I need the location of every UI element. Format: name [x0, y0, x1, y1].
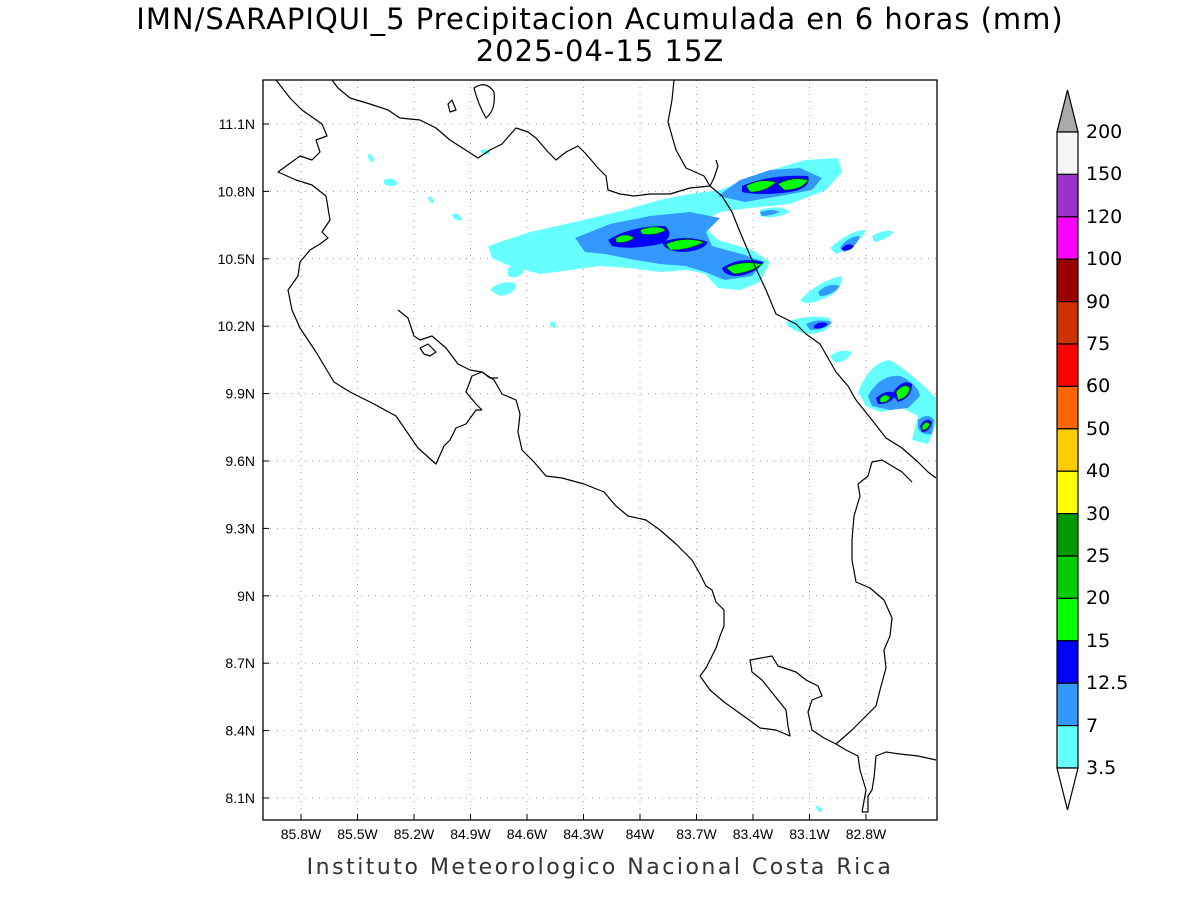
lon-tick-label: 82.8W — [846, 826, 887, 842]
precip-area-12.5 — [814, 322, 828, 329]
lon-tick-label: 84.3W — [563, 826, 604, 842]
lon-tick-label: 83.1W — [789, 826, 830, 842]
precip-area-3.5 — [384, 178, 398, 186]
colorbar-label: 60 — [1086, 375, 1111, 398]
precip-area-15 — [615, 234, 635, 243]
lat-tick-label: 10.8N — [218, 183, 255, 199]
colorbar-label: 12.5 — [1086, 672, 1129, 695]
precip-area-3.5 — [368, 154, 374, 162]
colorbar-swatch — [1056, 385, 1079, 430]
lat-tick-label: 11.1N — [219, 116, 255, 132]
lon-tick-label: 84.6W — [507, 826, 548, 842]
lon-tick-label: 83.4W — [733, 826, 774, 842]
footer-credit: Instituto Meteorologico Nacional Costa R… — [306, 855, 894, 880]
precip-area-15 — [725, 262, 763, 275]
map-gridlines — [263, 80, 937, 820]
colorbar-swatch — [1056, 216, 1079, 260]
precip-area-3.5 — [550, 321, 556, 328]
lon-tick-label: 85.8W — [281, 826, 322, 842]
precipitation-fields — [368, 149, 936, 812]
lat-tick-label: 9.6N — [225, 453, 255, 469]
precipitation-colorbar — [1056, 89, 1079, 811]
lat-tick-label: 10.2N — [218, 318, 255, 334]
colorbar-label: 20 — [1086, 587, 1111, 610]
colorbar-swatch — [1056, 173, 1079, 218]
lat-tick-label: 9.9N — [225, 386, 255, 402]
colorbar-top-arrow — [1056, 89, 1079, 133]
precip-area-3.5 — [816, 806, 822, 812]
colorbar-swatch — [1056, 555, 1079, 600]
map-title: IMN/SARAPIQUI_5 Precipitacion Acumulada … — [136, 2, 1064, 36]
lon-tick-label: 85.2W — [394, 826, 435, 842]
colorbar-swatch — [1056, 470, 1079, 515]
precip-area-12.5 — [842, 244, 854, 251]
colorbar-swatch — [1056, 512, 1079, 557]
colorbar-swatch — [1056, 724, 1079, 769]
colorbar-label: 90 — [1086, 290, 1111, 313]
colorbar-swatch — [1056, 640, 1079, 684]
precip-area-15 — [921, 422, 931, 431]
precip-area-3.5 — [830, 350, 852, 363]
precip-area-3.5 — [428, 196, 434, 204]
precip-area-7 — [818, 284, 840, 296]
lon-tick-label: 84.9W — [450, 826, 491, 842]
lat-tick-label: 8.4N — [225, 723, 255, 739]
colorbar-bottom-arrow — [1056, 767, 1079, 811]
precip-area-15 — [895, 385, 911, 401]
colorbar-label: 200 — [1086, 121, 1123, 143]
map-frame — [262, 79, 938, 821]
colorbar-label: 3.5 — [1086, 757, 1117, 779]
colorbar-swatch — [1056, 597, 1079, 642]
colorbar-swatch — [1056, 682, 1079, 727]
colorbar-label: 75 — [1086, 333, 1111, 355]
precip-area-15 — [745, 180, 777, 193]
precip-area-3.5 — [872, 230, 894, 242]
precip-area-7 — [760, 210, 780, 216]
precip-area-3.5 — [490, 282, 516, 296]
colorbar-label: 7 — [1086, 714, 1099, 737]
colorbar-label: 120 — [1086, 205, 1123, 228]
precip-area-3.5 — [480, 149, 490, 155]
colorbar-swatch — [1056, 301, 1079, 345]
colorbar-label: 30 — [1086, 502, 1111, 525]
precip-area-15 — [639, 226, 667, 235]
lon-tick-label: 85.5W — [337, 826, 378, 842]
map-datetime: 2025-04-15 15Z — [475, 34, 725, 68]
colorbar-swatch — [1056, 428, 1079, 472]
colorbar-label: 150 — [1086, 163, 1123, 186]
colorbar-label: 50 — [1086, 417, 1111, 440]
precip-area-15 — [777, 178, 809, 191]
precip-area-15 — [665, 239, 705, 251]
colorbar-label: 25 — [1086, 545, 1111, 567]
precip-area-15 — [879, 394, 891, 403]
colorbar-label: 40 — [1086, 460, 1111, 483]
colorbar-swatch — [1056, 343, 1079, 388]
colorbar-swatch — [1056, 258, 1079, 303]
colorbar-swatch — [1056, 131, 1079, 176]
longitude-axis: 85.8W 85.5W 85.2W 84.9W 84.6W 84.3W 84W 83.7W 83… — [281, 814, 887, 842]
lon-tick-label: 84W — [626, 826, 656, 842]
lat-tick-label: 8.7N — [225, 655, 255, 671]
precip-area-3.5 — [452, 213, 462, 221]
lat-tick-label: 9N — [237, 588, 255, 604]
lat-tick-label: 9.3N — [225, 520, 255, 536]
colorbar-label: 100 — [1086, 248, 1123, 271]
precip-area-3.5 — [508, 265, 524, 278]
colorbar-label: 15 — [1086, 629, 1111, 652]
lat-tick-label: 8.1N — [225, 790, 255, 806]
lon-tick-label: 83.7W — [676, 826, 717, 842]
coastlines — [275, 79, 937, 813]
latitude-axis: 11.1N 10.8N 10.5N 10.2N 9.9N 9.6N 9.3N 9N 8.7N 8.… — [218, 116, 269, 806]
lat-tick-label: 10.5N — [218, 251, 255, 267]
